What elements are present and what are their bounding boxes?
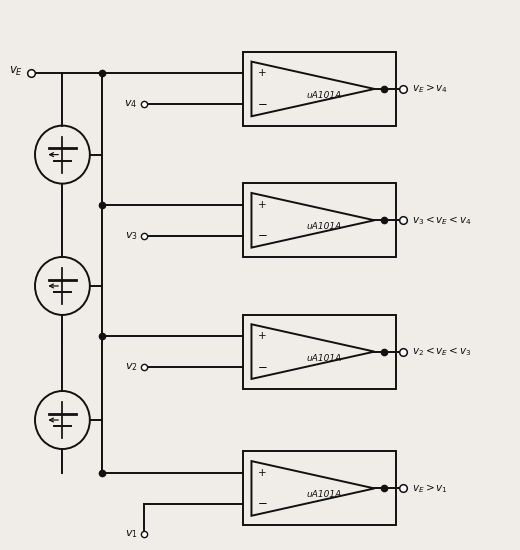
Text: +: + [258, 331, 266, 341]
Bar [243, 183, 396, 257]
Bar [243, 452, 396, 525]
Text: +: + [258, 68, 266, 79]
Text: $v_E > v_1$: $v_E > v_1$ [412, 482, 448, 495]
Text: $v_2$: $v_2$ [125, 361, 137, 373]
Text: $v_E > v_4$: $v_E > v_4$ [412, 82, 448, 95]
Text: uA101A: uA101A [306, 91, 341, 100]
Text: uA101A: uA101A [306, 354, 341, 362]
Bar [243, 315, 396, 388]
Text: −: − [258, 229, 268, 243]
Text: $v_2 < v_E < v_3$: $v_2 < v_E < v_3$ [412, 345, 472, 358]
Text: uA101A: uA101A [306, 491, 341, 499]
Text: $v_3 < v_E < v_4$: $v_3 < v_E < v_4$ [412, 214, 472, 227]
Text: +: + [258, 468, 266, 478]
Text: $v_3$: $v_3$ [125, 230, 137, 241]
Text: $v_1$: $v_1$ [125, 528, 137, 540]
Bar [243, 52, 396, 126]
Text: −: − [258, 98, 268, 111]
Text: $v_4$: $v_4$ [124, 98, 137, 111]
Text: uA101A: uA101A [306, 222, 341, 232]
Text: $v_E$: $v_E$ [9, 65, 23, 78]
Text: −: − [258, 497, 268, 510]
Text: +: + [258, 200, 266, 210]
Text: −: − [258, 361, 268, 373]
